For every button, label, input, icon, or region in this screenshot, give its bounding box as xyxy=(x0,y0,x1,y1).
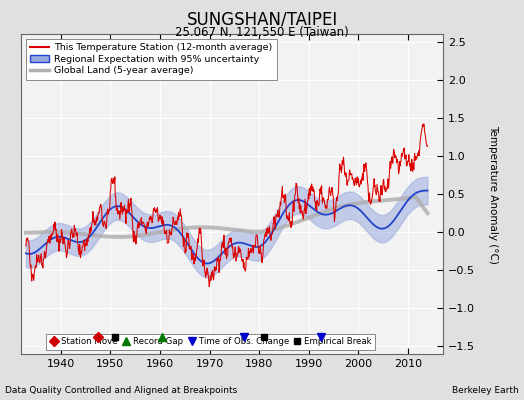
Legend: Station Move, Record Gap, Time of Obs. Change, Empirical Break: Station Move, Record Gap, Time of Obs. C… xyxy=(46,334,375,350)
Y-axis label: Temperature Anomaly (°C): Temperature Anomaly (°C) xyxy=(488,124,498,264)
Text: Data Quality Controlled and Aligned at Breakpoints: Data Quality Controlled and Aligned at B… xyxy=(5,386,237,395)
Text: Berkeley Earth: Berkeley Earth xyxy=(452,386,519,395)
Text: SUNGSHAN/TAIPEI: SUNGSHAN/TAIPEI xyxy=(187,10,337,28)
Text: 25.067 N, 121.550 E (Taiwan): 25.067 N, 121.550 E (Taiwan) xyxy=(175,26,349,39)
